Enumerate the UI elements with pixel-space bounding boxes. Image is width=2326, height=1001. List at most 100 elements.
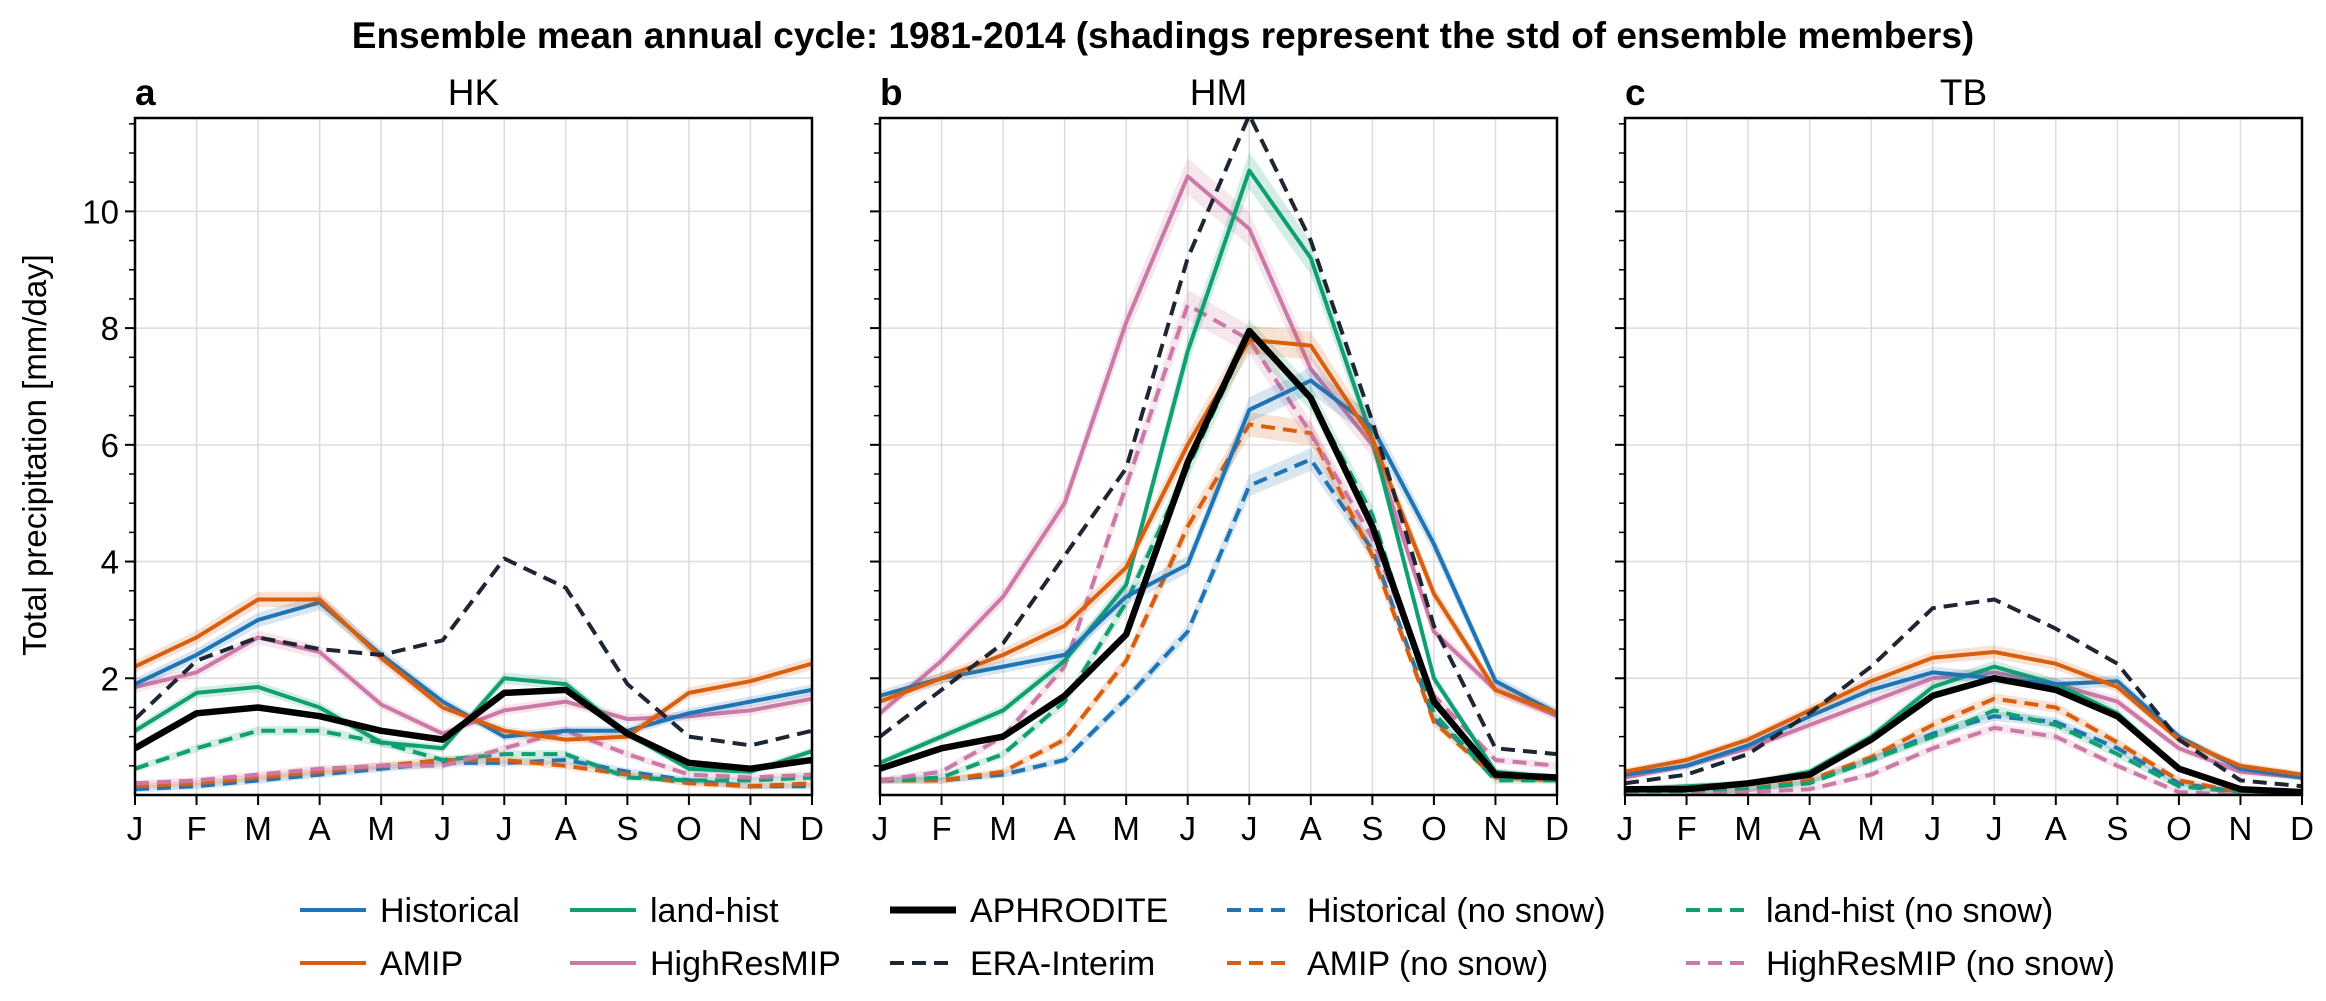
y-tick-label: 8 [101,310,119,347]
x-tick-label: N [739,810,763,847]
y-axis-label: Total precipitation [mm/day] [16,254,53,656]
series-group [880,118,1557,784]
panel-title: HK [448,72,500,113]
panel-letter: b [880,72,903,113]
line-highresmip-no-snow [135,728,812,786]
legend-item-land-hist: land-hist [570,892,779,930]
legend-item-historical-no-snow: Historical (no snow) [1227,892,1606,930]
x-tick-label: N [1484,810,1508,847]
x-tick-label: O [2166,810,2192,847]
x-tick-label: J [872,810,889,847]
x-tick-label: A [1054,810,1076,847]
legend-item-amip-no-snow: AMIP (no snow) [1227,945,1548,983]
legend-label: APHRODITE [970,892,1168,930]
x-tick-label: S [2106,810,2128,847]
x-tick-label: A [309,810,331,847]
x-tick-label: A [1300,810,1322,847]
line-aphrodite [880,327,1557,781]
line-aphrodite [1625,675,2302,795]
x-tick-label: J [434,810,451,847]
band-land-hist-no-snow [1625,705,2302,795]
y-tick-label: 10 [82,193,119,230]
line-era-interim [1625,597,2302,789]
plot-frame [878,116,1559,797]
x-tick-label: J [1241,810,1258,847]
legend-label: land-hist (no snow) [1766,892,2053,930]
x-tick-label: A [1799,810,1821,847]
legend-label: HighResMIP [650,945,841,983]
x-tick-label: D [2290,810,2314,847]
legend-item-aphrodite: APHRODITE [890,892,1168,930]
x-tick-label: J [1617,810,1634,847]
x-tick-label: O [1421,810,1447,847]
x-tick-label: M [367,810,395,847]
line-aphrodite [135,686,812,772]
band-highresmip-no-snow [1625,723,2302,795]
legend-item-amip: AMIP [300,945,463,983]
line-highresmip-no-snow [1625,725,2302,795]
x-tick-label: J [1179,810,1196,847]
y-tick-label: 2 [101,660,119,697]
x-tick-label: A [2045,810,2067,847]
figure-title: Ensemble mean annual cycle: 1981-2014 (s… [352,15,1974,56]
line-land-hist-no-snow [135,728,812,783]
legend-label: HighResMIP (no snow) [1766,945,2115,983]
panel-letter: a [135,72,156,113]
line-historical [880,378,1557,716]
x-tick-label: J [127,810,144,847]
x-tick-label: D [1545,810,1569,847]
line-historical-no-snow [135,758,812,792]
legend-item-highresmip: HighResMIP [570,945,841,983]
plot-frame [1623,116,2304,797]
band-highresmip [880,158,1557,722]
x-tick-label: O [676,810,702,847]
line-land-hist [880,168,1557,780]
x-tick-label: F [1676,810,1696,847]
band-land-hist [135,672,812,776]
legend-item-land-hist-no-snow: land-hist (no snow) [1686,892,2053,930]
x-tick-label: A [555,810,577,847]
x-tick-label: J [496,810,513,847]
line-amip-no-snow [880,422,1557,783]
line-highresmip [880,174,1557,719]
x-tick-label: J [1924,810,1941,847]
x-tick-label: S [1361,810,1383,847]
x-tick-label: S [616,810,638,847]
legend-label: AMIP [380,945,463,983]
panel-title: TB [1940,72,1987,113]
legend-label: AMIP (no snow) [1307,945,1548,983]
x-tick-label: N [2229,810,2253,847]
series-group [135,556,812,793]
x-tick-label: D [800,810,824,847]
line-era-interim [880,118,1557,757]
panel-letter: c [1625,72,1646,113]
line-land-hist-no-snow [880,331,1557,783]
line-era-interim [135,556,812,748]
legend-item-era-interim: ERA-Interim [890,945,1155,983]
panel-title: HM [1190,72,1248,113]
x-tick-label: M [989,810,1017,847]
line-amip [1625,650,2302,777]
y-tick-label: 4 [101,544,119,581]
x-tick-label: M [1857,810,1885,847]
x-tick-label: F [931,810,951,847]
plot-frame [133,116,814,797]
legend-label: Historical [380,892,520,930]
line-historical-no-snow [880,457,1557,783]
x-tick-label: J [1986,810,2003,847]
line-amip-no-snow [135,758,812,789]
legend-label: ERA-Interim [970,945,1155,983]
x-tick-label: M [1112,810,1140,847]
x-tick-label: M [244,810,272,847]
panel-tb: J F M A M J J A S O N Dc TB [1615,72,2314,847]
legend-item-highresmip-no-snow: HighResMIP (no snow) [1686,945,2115,983]
y-tick-label: 6 [101,427,119,464]
band-amip [880,325,1557,719]
legend-label: Historical (no snow) [1307,892,1606,930]
band-amip-no-snow [135,756,812,790]
legend: Historical AMIP land-hist HighResMIP APHRODI… [300,892,2115,983]
legend-label: land-hist [650,892,779,930]
